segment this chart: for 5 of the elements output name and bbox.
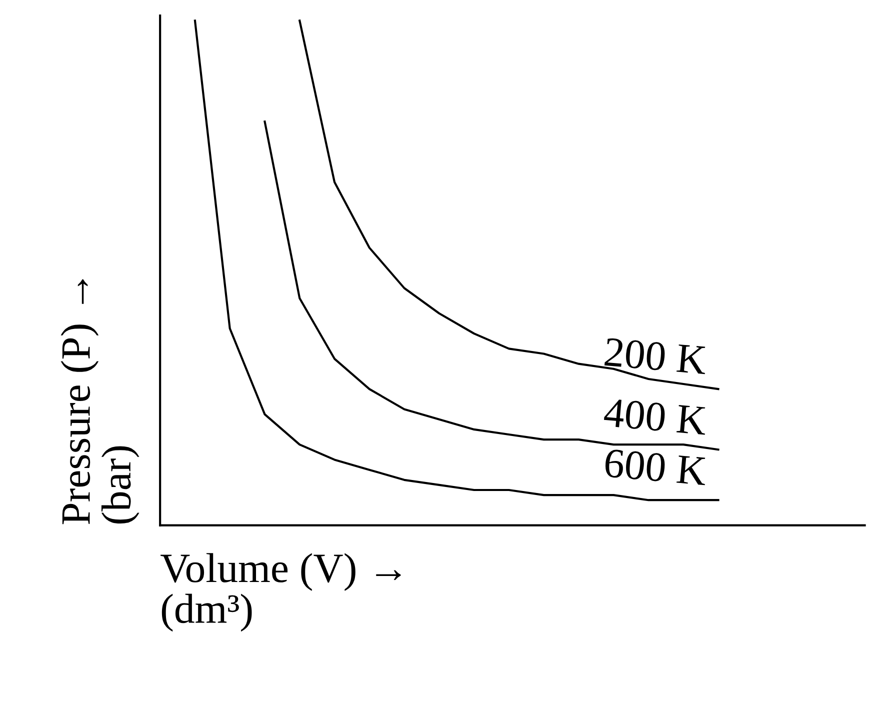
series-label: 400 K — [603, 398, 708, 436]
series-label: 200 K — [604, 338, 708, 375]
y-axis-title: Pressure (P) → (bar) — [60, 279, 140, 524]
x-axis-title: Volume (V) → (dm³) — [160, 553, 401, 632]
series-label: 600 K — [604, 448, 708, 486]
